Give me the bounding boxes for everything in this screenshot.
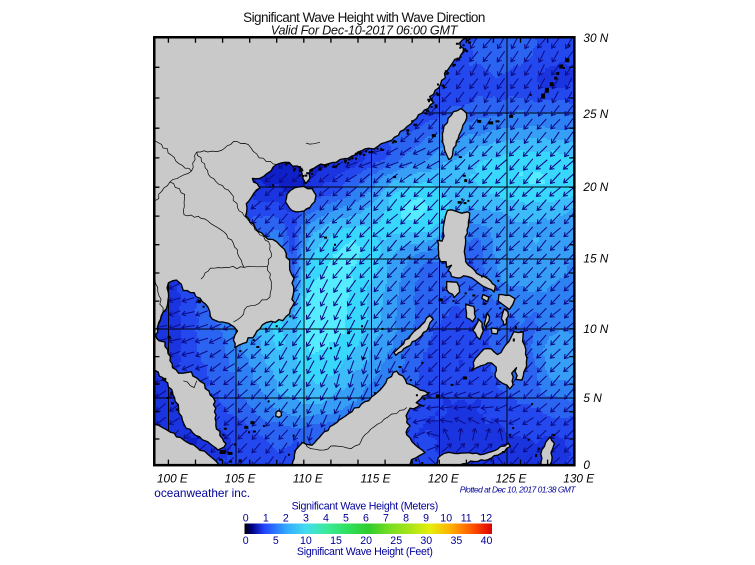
svg-text:0: 0 (583, 458, 590, 472)
svg-text:35: 35 (451, 535, 463, 547)
svg-text:Significant Wave Height (Feet): Significant Wave Height (Feet) (297, 546, 433, 558)
svg-text:Plotted at Dec 10, 2017 01:38: Plotted at Dec 10, 2017 01:38 GMT (460, 485, 577, 495)
svg-text:Valid For Dec-10-2017 06:00 GM: Valid For Dec-10-2017 06:00 GMT (271, 24, 459, 38)
svg-text:15: 15 (330, 535, 342, 547)
svg-text:25 N: 25 N (582, 107, 608, 121)
svg-text:120 E: 120 E (428, 472, 459, 486)
svg-text:4: 4 (323, 513, 329, 525)
svg-text:12: 12 (480, 513, 492, 525)
svg-text:5: 5 (273, 535, 279, 547)
svg-text:0: 0 (243, 535, 249, 547)
svg-text:oceanweather inc.: oceanweather inc. (154, 486, 250, 500)
svg-text:10: 10 (300, 535, 312, 547)
svg-text:7: 7 (383, 513, 389, 525)
svg-text:6: 6 (363, 513, 369, 525)
svg-text:30 N: 30 N (583, 31, 608, 45)
svg-text:130 E: 130 E (563, 472, 594, 486)
svg-text:110 E: 110 E (293, 472, 323, 486)
svg-text:105 E: 105 E (225, 472, 256, 486)
svg-text:15 N: 15 N (583, 252, 608, 266)
svg-text:20: 20 (360, 535, 372, 547)
svg-text:125 E: 125 E (496, 472, 527, 486)
svg-text:10: 10 (440, 513, 452, 525)
svg-text:100 E: 100 E (157, 472, 188, 486)
svg-text:0: 0 (243, 513, 249, 525)
svg-text:10 N: 10 N (583, 322, 608, 336)
svg-text:20 N: 20 N (582, 180, 608, 194)
svg-text:5 N: 5 N (583, 391, 602, 405)
svg-text:30: 30 (420, 535, 432, 547)
svg-text:9: 9 (423, 513, 429, 525)
svg-text:25: 25 (390, 535, 402, 547)
svg-text:1: 1 (263, 513, 269, 525)
svg-text:Significant Wave Height with W: Significant Wave Height with Wave Direct… (243, 10, 485, 25)
svg-text:115 E: 115 E (361, 472, 391, 486)
svg-text:8: 8 (403, 513, 409, 525)
svg-text:11: 11 (461, 513, 472, 525)
svg-text:Significant Wave Height (Meter: Significant Wave Height (Meters) (292, 501, 438, 513)
svg-text:5: 5 (343, 513, 349, 525)
svg-text:2: 2 (283, 513, 289, 525)
svg-text:3: 3 (303, 513, 309, 525)
svg-text:40: 40 (481, 535, 493, 547)
